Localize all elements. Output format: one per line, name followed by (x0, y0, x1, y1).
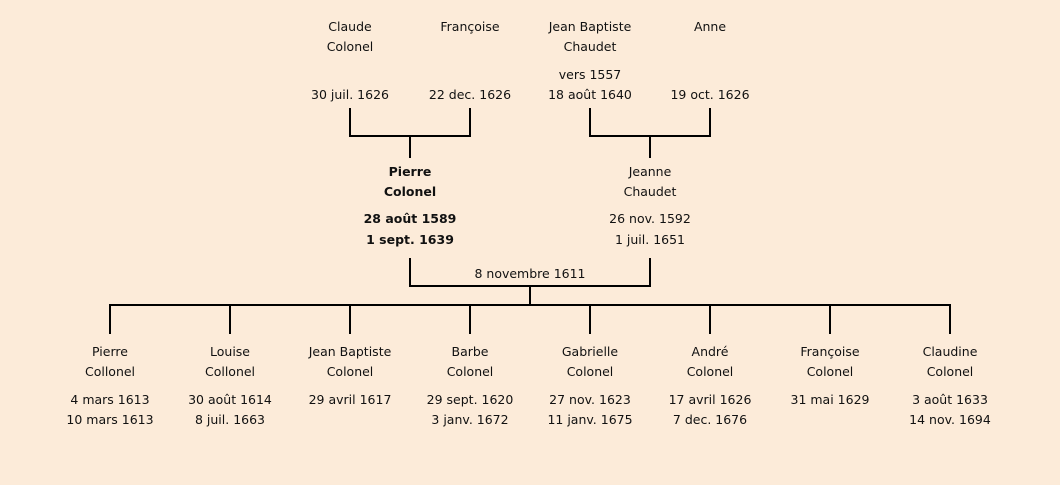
children-name-0[interactable]: Pierre (92, 344, 128, 359)
children-birth-6: 31 mai 1629 (790, 392, 870, 407)
children-name-4[interactable]: Colonel (566, 364, 614, 379)
grandparents-name-0[interactable]: Claude (328, 19, 372, 34)
grandparents-death-0: 30 juil. 1626 (311, 87, 389, 102)
parents-birth-0: 28 août 1589 (363, 211, 457, 226)
children-death-3: 3 janv. 1672 (431, 412, 509, 427)
children-birth-7: 3 août 1633 (912, 392, 988, 407)
parents-birth-1: 26 nov. 1592 (609, 211, 691, 226)
grandparents-name-3[interactable]: Anne (693, 19, 727, 34)
grandparents-death-2: 18 août 1640 (548, 87, 632, 102)
children-name-7[interactable]: Claudine (922, 344, 978, 359)
children-name-3[interactable]: Colonel (446, 364, 494, 379)
children-name-3[interactable]: Barbe (451, 344, 489, 359)
children-name-1[interactable]: Collonel (204, 364, 256, 379)
children-name-4[interactable]: Gabrielle (561, 344, 619, 359)
children-name-5[interactable]: Colonel (686, 364, 734, 379)
grandparents-death-1: 22 dec. 1626 (428, 87, 512, 102)
children-name-6[interactable]: Colonel (806, 364, 854, 379)
grandparents-name-0[interactable]: Colonel (326, 39, 374, 54)
grandparents-birth-2: vers 1557 (558, 67, 622, 82)
children-death-4: 11 janv. 1675 (547, 412, 633, 427)
children-name-2[interactable]: Colonel (326, 364, 374, 379)
children-name-6[interactable]: Françoise (800, 344, 860, 359)
children-name-2[interactable]: Jean Baptiste (308, 344, 392, 359)
children-birth-5: 17 avril 1626 (668, 392, 752, 407)
marriage-date: 8 novembre 1611 (474, 266, 586, 281)
children-death-0: 10 mars 1613 (66, 412, 154, 427)
children-death-7: 14 nov. 1694 (909, 412, 991, 427)
children-death-5: 7 dec. 1676 (672, 412, 748, 427)
grandparents-name-2[interactable]: Chaudet (563, 39, 617, 54)
grandparents-name-1[interactable]: Françoise (440, 19, 500, 34)
parents-name-0[interactable]: Colonel (383, 184, 437, 199)
children-name-0[interactable]: Collonel (84, 364, 136, 379)
children-name-7[interactable]: Colonel (926, 364, 974, 379)
children-birth-0: 4 mars 1613 (70, 392, 150, 407)
children-birth-1: 30 août 1614 (188, 392, 272, 407)
parents-death-0: 1 sept. 1639 (366, 232, 454, 247)
children-birth-4: 27 nov. 1623 (549, 392, 631, 407)
children-name-1[interactable]: Louise (210, 344, 250, 359)
parents-death-1: 1 juil. 1651 (614, 232, 686, 247)
children-birth-2: 29 avril 1617 (308, 392, 392, 407)
parents-name-1[interactable]: Chaudet (623, 184, 677, 199)
grandparents-name-2[interactable]: Jean Baptiste (548, 19, 632, 34)
parents-name-0[interactable]: Pierre (388, 164, 432, 179)
parents-name-1[interactable]: Jeanne (628, 164, 672, 179)
children-death-1: 8 juil. 1663 (194, 412, 266, 427)
children-birth-3: 29 sept. 1620 (426, 392, 514, 407)
grandparents-death-3: 19 oct. 1626 (670, 87, 750, 102)
children-name-5[interactable]: André (691, 344, 729, 359)
